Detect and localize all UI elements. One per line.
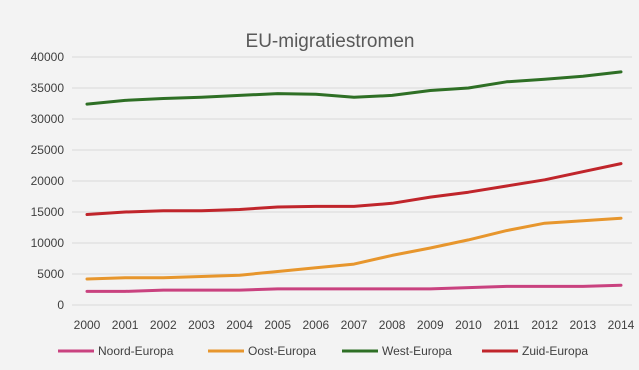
y-tick-label: 30000 <box>31 112 65 126</box>
legend-label: West-Europa <box>382 344 452 358</box>
x-tick-label: 2003 <box>188 318 215 332</box>
series-line-zuid-europa <box>85 162 623 216</box>
series-line-noord-europa <box>85 283 623 293</box>
y-tick-label: 15000 <box>31 205 65 219</box>
x-tick-label: 2012 <box>531 318 558 332</box>
x-tick-label: 2009 <box>417 318 444 332</box>
y-axis-ticks: 0 5000 10000 15000 20000 25000 30000 35000 40000 <box>31 50 65 312</box>
x-tick-label: 2011 <box>494 318 520 332</box>
legend-label: Noord-Europa <box>98 344 174 358</box>
x-tick-label: 2010 <box>455 318 482 332</box>
x-tick-label: 2014 <box>608 318 635 332</box>
series-line-west-europa <box>85 70 623 106</box>
x-tick-label: 2005 <box>264 318 291 332</box>
x-tick-label: 2007 <box>341 318 368 332</box>
legend-label: Oost-Europa <box>248 344 316 358</box>
y-tick-label: 25000 <box>31 143 65 157</box>
x-tick-label: 2000 <box>74 318 101 332</box>
chart-title: EU-migratiestromen <box>246 31 415 52</box>
x-axis-ticks: 2000 2001 2002 2003 2004 2005 2006 2007 2008 2009… <box>74 318 635 332</box>
grid <box>72 56 632 306</box>
y-tick-label: 35000 <box>31 81 65 95</box>
series-line-oost-europa <box>85 216 623 281</box>
series-lines <box>85 70 623 293</box>
y-tick-label: 20000 <box>31 174 65 188</box>
x-tick-label: 2013 <box>570 318 597 332</box>
y-tick-label: 0 <box>57 298 64 312</box>
x-tick-label: 2008 <box>379 318 406 332</box>
x-tick-label: 2004 <box>226 318 253 332</box>
y-tick-label: 5000 <box>37 267 64 281</box>
x-tick-label: 2002 <box>150 318 177 332</box>
y-tick-label: 40000 <box>31 50 65 64</box>
legend-label: Zuid-Europa <box>522 344 588 358</box>
x-tick-label: 2001 <box>112 318 139 332</box>
y-tick-label: 10000 <box>31 236 65 250</box>
legend: Noord-Europa Oost-Europa West-Europa Zuid-E… <box>58 344 588 358</box>
x-tick-label: 2006 <box>303 318 330 332</box>
